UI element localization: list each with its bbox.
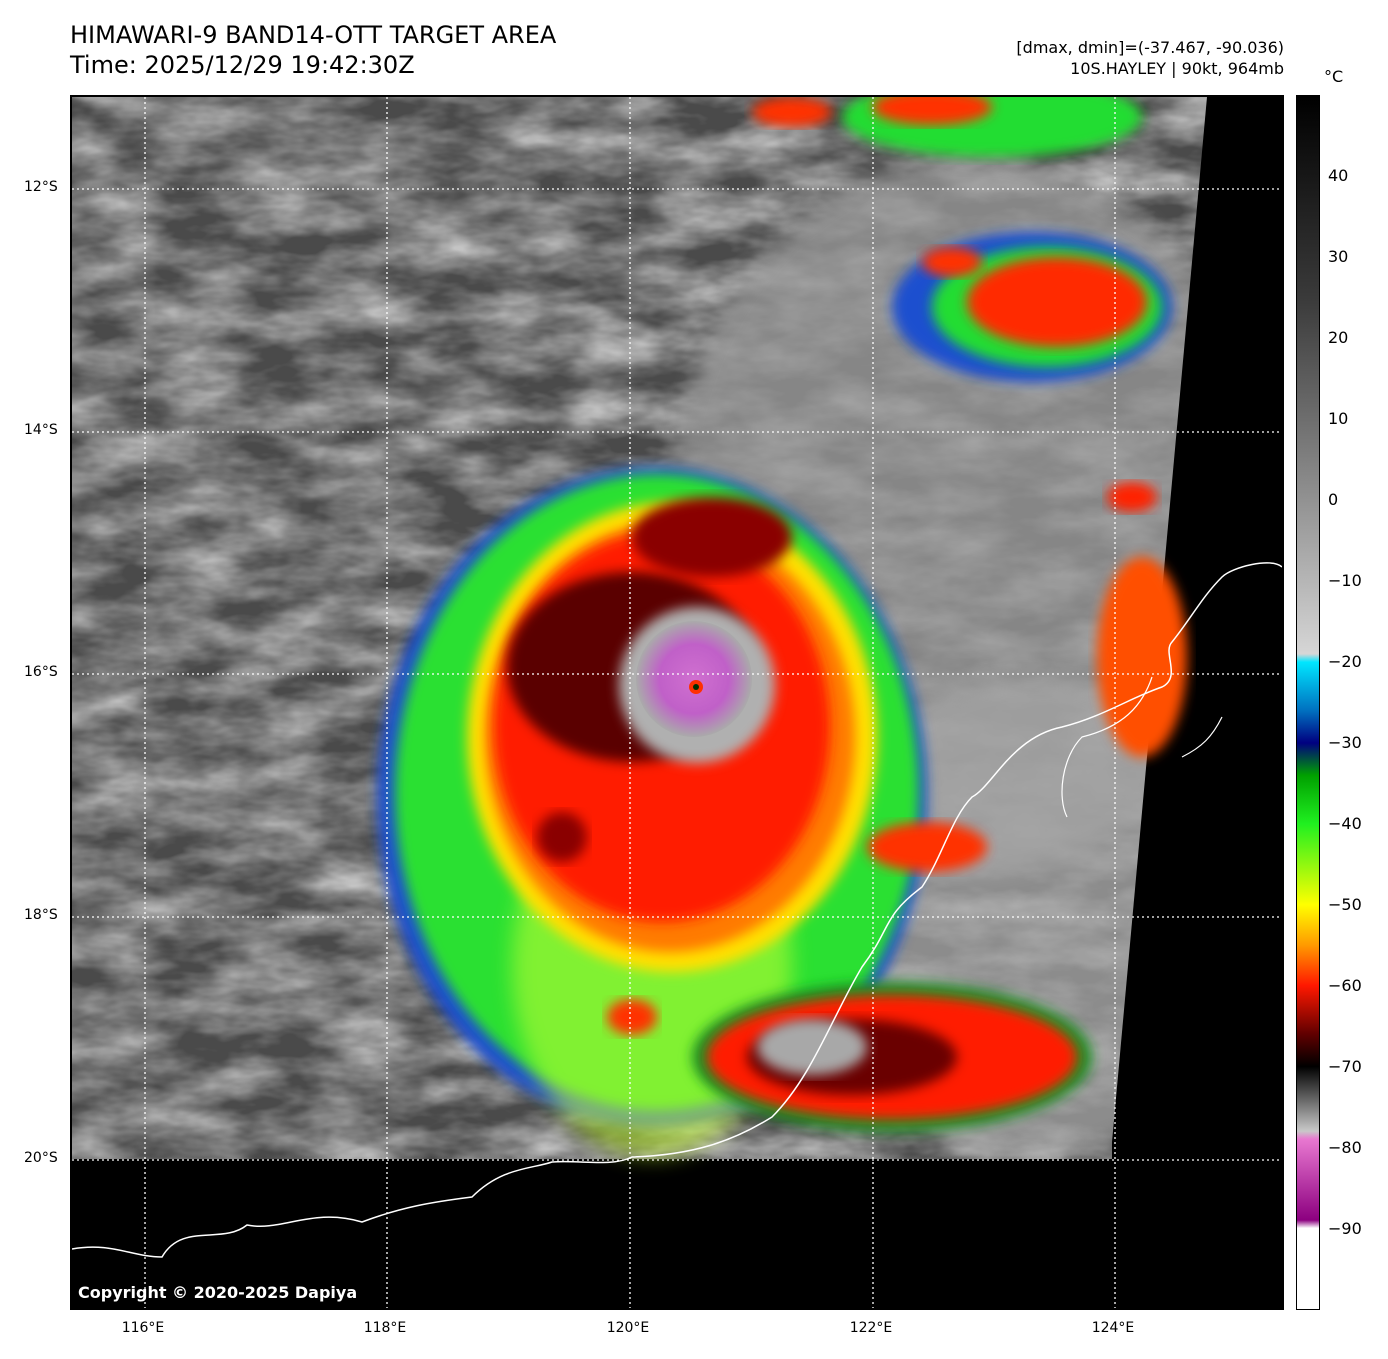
colorbar-tick-label: 0 (1328, 490, 1339, 509)
eye-core (693, 684, 699, 690)
title-line-2: Time: 2025/12/29 19:42:30Z (70, 51, 415, 79)
colorbar-tick-label: −10 (1328, 571, 1362, 590)
colorbar-tick-label: −60 (1328, 976, 1362, 995)
lat-label-20s: 20°S (24, 1150, 58, 1166)
western-cell (537, 812, 587, 862)
satellite-map: Copyright © 2020-2025 Dapiya (70, 95, 1284, 1310)
lat-label-12s: 12°S (24, 179, 58, 195)
convection-red-top (872, 97, 992, 125)
colorbar-unit: °C (1324, 67, 1344, 86)
colorbar-tick-label: −50 (1328, 895, 1362, 914)
east-edge-cell (1107, 482, 1157, 512)
lat-lon-grid (72, 97, 1282, 1308)
eye-coldest-tops (636, 621, 752, 737)
chart-title: HIMAWARI-9 BAND14-OTT TARGET AREA Time: … (70, 20, 556, 80)
kimberley-coast (1061, 676, 1223, 818)
convection-red-ne (967, 257, 1147, 347)
satellite-imagery (72, 97, 1282, 1308)
copyright-text: Copyright © 2020-2025 Dapiya (78, 1283, 358, 1302)
southern-rainband (607, 982, 1092, 1132)
lon-label-118e: 118°E (363, 1320, 407, 1336)
lat-label-18s: 18°S (24, 907, 58, 923)
lat-label-14s: 14°S (24, 422, 58, 438)
colorbar-tick-label: −90 (1328, 1219, 1362, 1238)
convection-red-top-left (752, 97, 832, 127)
storm-info-text: 10S.HAYLEY | 90kt, 964mb (1070, 59, 1284, 78)
lon-label-122e: 122°E (849, 1320, 893, 1336)
east-edge-convection (1097, 557, 1187, 757)
lon-label-116e: 116°E (121, 1320, 165, 1336)
coastline (72, 562, 1282, 1258)
colorbar-tick-label: 10 (1328, 409, 1349, 428)
lon-label-124e: 124°E (1091, 1320, 1135, 1336)
no-data-east (1112, 97, 1282, 1167)
northern-convection (752, 97, 1172, 382)
colorbar-tick-label: 40 (1328, 166, 1349, 185)
convection-cell (922, 247, 982, 277)
colorbar-tick-label: −40 (1328, 814, 1362, 833)
coastal-cell (867, 822, 987, 872)
northern-dark-red (632, 497, 792, 577)
lon-label-120e: 120°E (606, 1320, 650, 1336)
title-line-1: HIMAWARI-9 BAND14-OTT TARGET AREA (70, 21, 557, 49)
colorbar-tick-label: −20 (1328, 652, 1362, 671)
colorbar-tick-label: −80 (1328, 1138, 1362, 1157)
colorbar-tick-label: 30 (1328, 247, 1349, 266)
south-cell (607, 999, 657, 1035)
no-data-south (72, 1159, 1282, 1308)
colorbar-tick-label: −30 (1328, 733, 1362, 752)
south-band-gray (757, 1019, 867, 1075)
lat-label-16s: 16°S (24, 664, 58, 680)
storm-info-block: [dmax, dmin]=(-37.467, -90.036) 10S.HAYL… (1016, 37, 1284, 79)
dmax-dmin-text: [dmax, dmin]=(-37.467, -90.036) (1016, 38, 1284, 57)
colorbar-tick-label: −70 (1328, 1057, 1362, 1076)
temperature-colorbar (1296, 95, 1320, 1310)
colorbar-tick-label: 20 (1328, 328, 1349, 347)
